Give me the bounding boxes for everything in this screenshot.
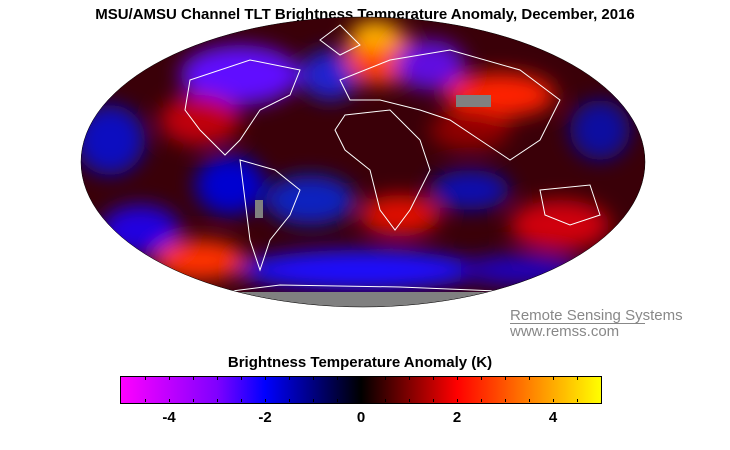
anomaly-field <box>81 17 645 307</box>
colorbar-tick <box>433 399 434 402</box>
tick-label: -2 <box>258 409 272 426</box>
colorbar-tick <box>169 377 170 380</box>
colorbar-tick <box>289 399 290 402</box>
colorbar-tick <box>409 399 410 402</box>
coastlines <box>184 24 601 296</box>
missing-data-tibet <box>456 95 491 107</box>
colorbar-tick <box>337 399 338 402</box>
tick-label: 2 <box>452 409 462 426</box>
tick-label: -4 <box>162 409 176 426</box>
colorbar-tick <box>145 399 146 402</box>
missing-data-antarctica <box>200 292 530 307</box>
colorbar-tick <box>409 377 410 380</box>
logo-divider <box>510 323 645 324</box>
colorbar-tick <box>577 399 578 402</box>
map-outline <box>80 16 646 308</box>
colorbar-tick <box>361 377 362 380</box>
colorbar-tick <box>505 377 506 380</box>
colorbar-tick <box>169 399 170 402</box>
logo-url: www.remss.com <box>510 323 620 340</box>
colorbar-tick <box>217 399 218 402</box>
colorbar-tick <box>193 399 194 402</box>
tick-label: 0 <box>356 409 366 426</box>
colorbar-tick <box>337 377 338 380</box>
colorbar-tick <box>241 399 242 402</box>
colorbar-tick <box>433 377 434 380</box>
colorbar-tick <box>313 399 314 402</box>
logo-text: Remote Sensing Systems <box>510 307 683 324</box>
colorbar-tick <box>241 377 242 380</box>
colorbar-tick <box>193 377 194 380</box>
colorbar-tick <box>265 377 266 380</box>
missing-data-andes <box>255 200 263 218</box>
colorbar-tick <box>481 377 482 380</box>
colorbar-tick <box>505 399 506 402</box>
colorbar-tick <box>529 399 530 402</box>
colorbar-tick <box>385 377 386 380</box>
colorbar-tick <box>577 377 578 380</box>
colorbar-tick <box>529 377 530 380</box>
colorbar-tick <box>553 377 554 380</box>
colorbar-tick <box>457 399 458 402</box>
colorbar-tick <box>385 399 386 402</box>
colorbar-tick <box>289 377 290 380</box>
colorbar-tick <box>265 399 266 402</box>
colorbar-tick <box>361 399 362 402</box>
tick-label: 4 <box>548 409 558 426</box>
colorbar-tick <box>481 399 482 402</box>
anomaly-map <box>80 16 646 308</box>
colorbar-tick <box>313 377 314 380</box>
colorbar-tick <box>457 377 458 380</box>
colorbar-tick <box>553 399 554 402</box>
map-title: MSU/AMSU Channel TLT Brightness Temperat… <box>95 6 635 23</box>
colorbar-title: Brightness Temperature Anomaly (K) <box>227 354 493 371</box>
colorbar-tick <box>217 377 218 380</box>
colorbar-tick <box>145 377 146 380</box>
